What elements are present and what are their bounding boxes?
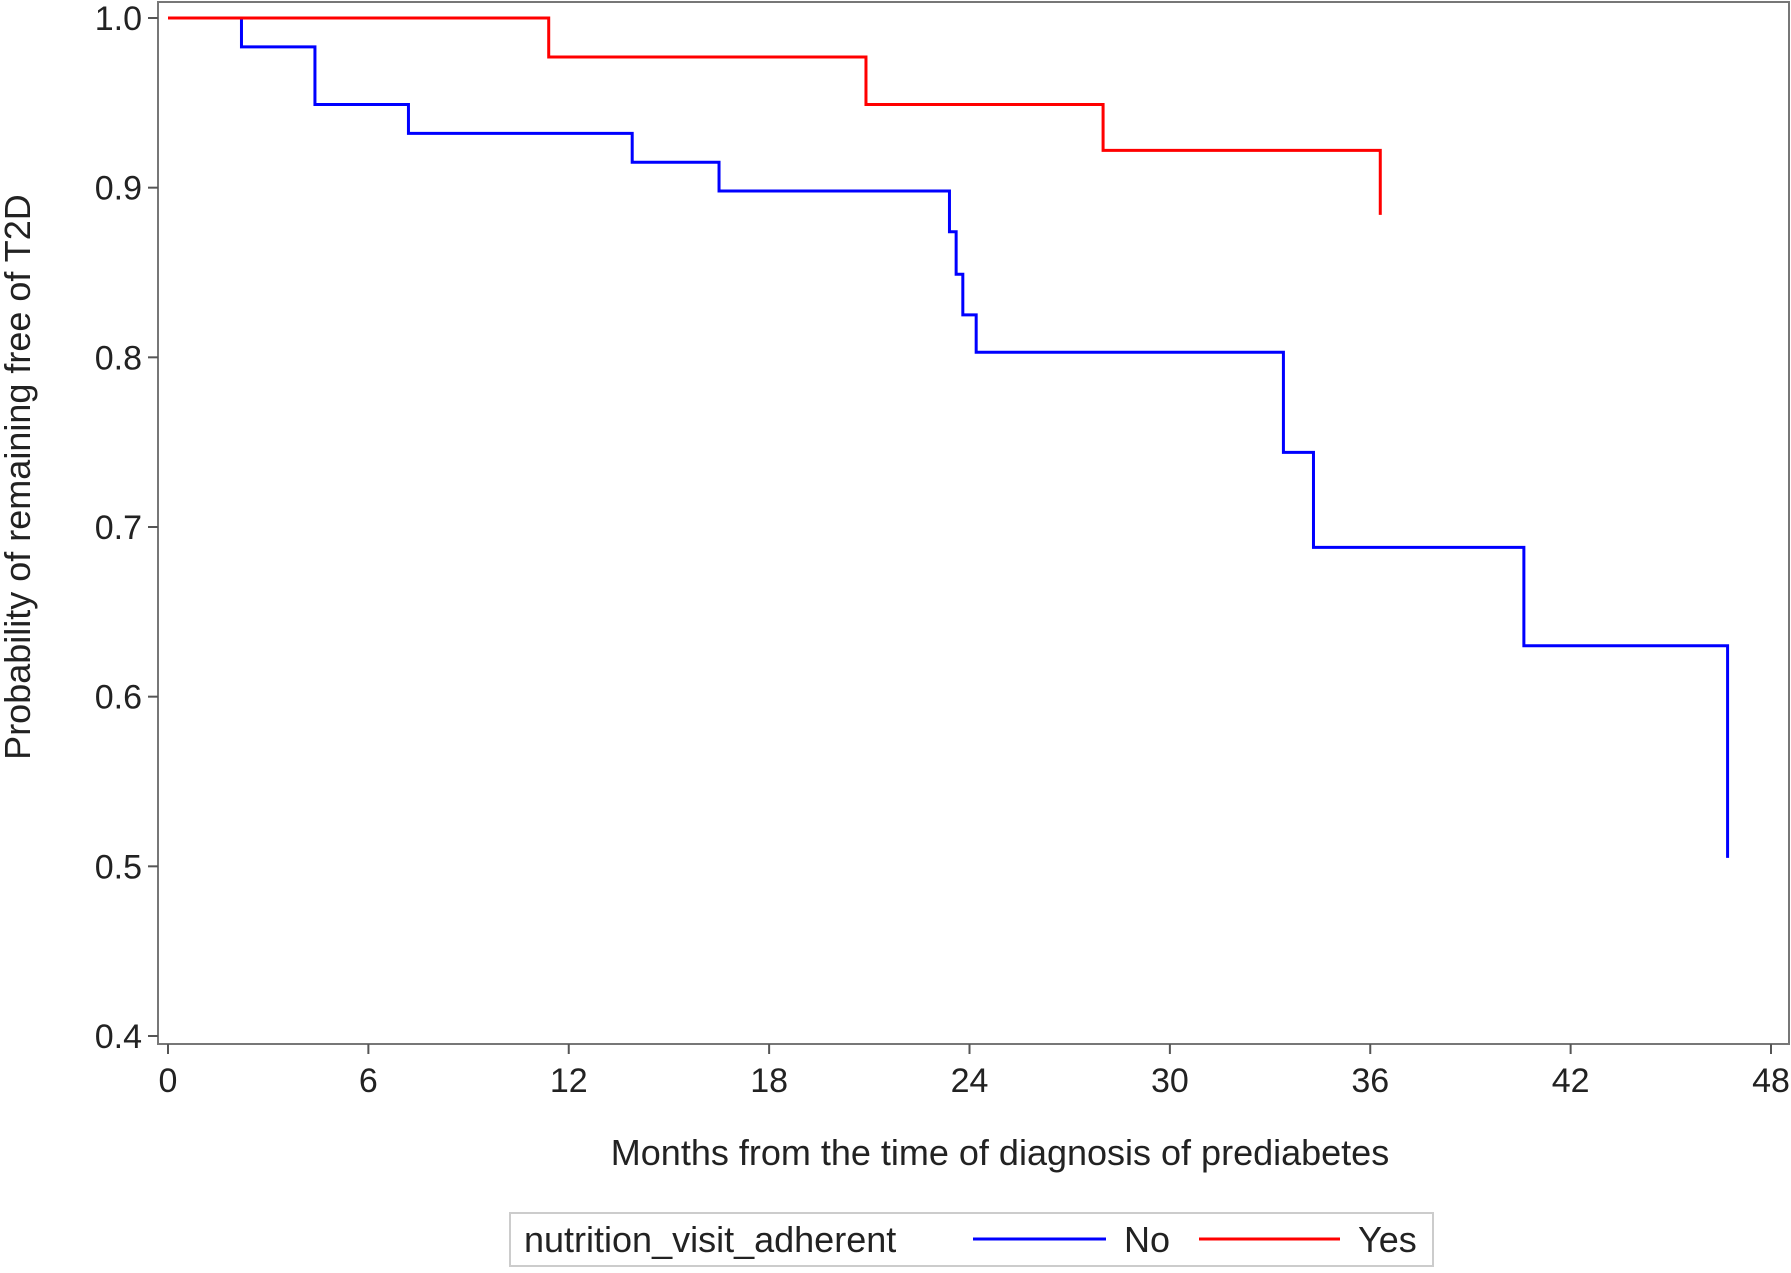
x-tick-label: 48: [1752, 1062, 1790, 1100]
x-axis-title: Months from the time of diagnosis of pre…: [611, 1132, 1389, 1173]
x-tick-label: 12: [550, 1062, 588, 1100]
legend-title: nutrition_visit_adherent: [524, 1219, 896, 1260]
y-axis: 0.4 0.5 0.6 0.7 0.8 0.9 1.0: [95, 0, 158, 1056]
y-tick-label: 0.7: [95, 509, 142, 547]
x-tick-label: 18: [750, 1062, 788, 1100]
legend-label-yes: Yes: [1358, 1219, 1417, 1260]
x-tick-label: 30: [1151, 1062, 1189, 1100]
x-tick-label: 42: [1552, 1062, 1590, 1100]
y-tick-label: 0.5: [95, 848, 142, 886]
y-tick-label: 0.8: [95, 339, 142, 377]
x-axis: 0 6 12 18 24 30 36 42 48: [159, 1044, 1790, 1100]
series-line-yes: [168, 16, 1382, 215]
series-layer: [168, 16, 1730, 858]
x-tick-label: 36: [1351, 1062, 1389, 1100]
y-tick-label: 1.0: [95, 0, 142, 38]
y-axis-title: Probability of remaining free of T2D: [0, 194, 38, 760]
plot-frame: [157, 1, 1790, 1045]
x-tick-label: 24: [951, 1062, 989, 1100]
y-tick-label: 0.6: [95, 679, 142, 717]
y-tick-label: 0.4: [95, 1018, 142, 1056]
legend: nutrition_visit_adherent No Yes: [509, 1212, 1434, 1267]
legend-label-no: No: [1124, 1219, 1170, 1260]
series-line-no: [168, 16, 1730, 858]
y-tick-label: 0.9: [95, 170, 142, 208]
x-tick-label: 0: [159, 1062, 178, 1100]
x-tick-label: 6: [359, 1062, 378, 1100]
